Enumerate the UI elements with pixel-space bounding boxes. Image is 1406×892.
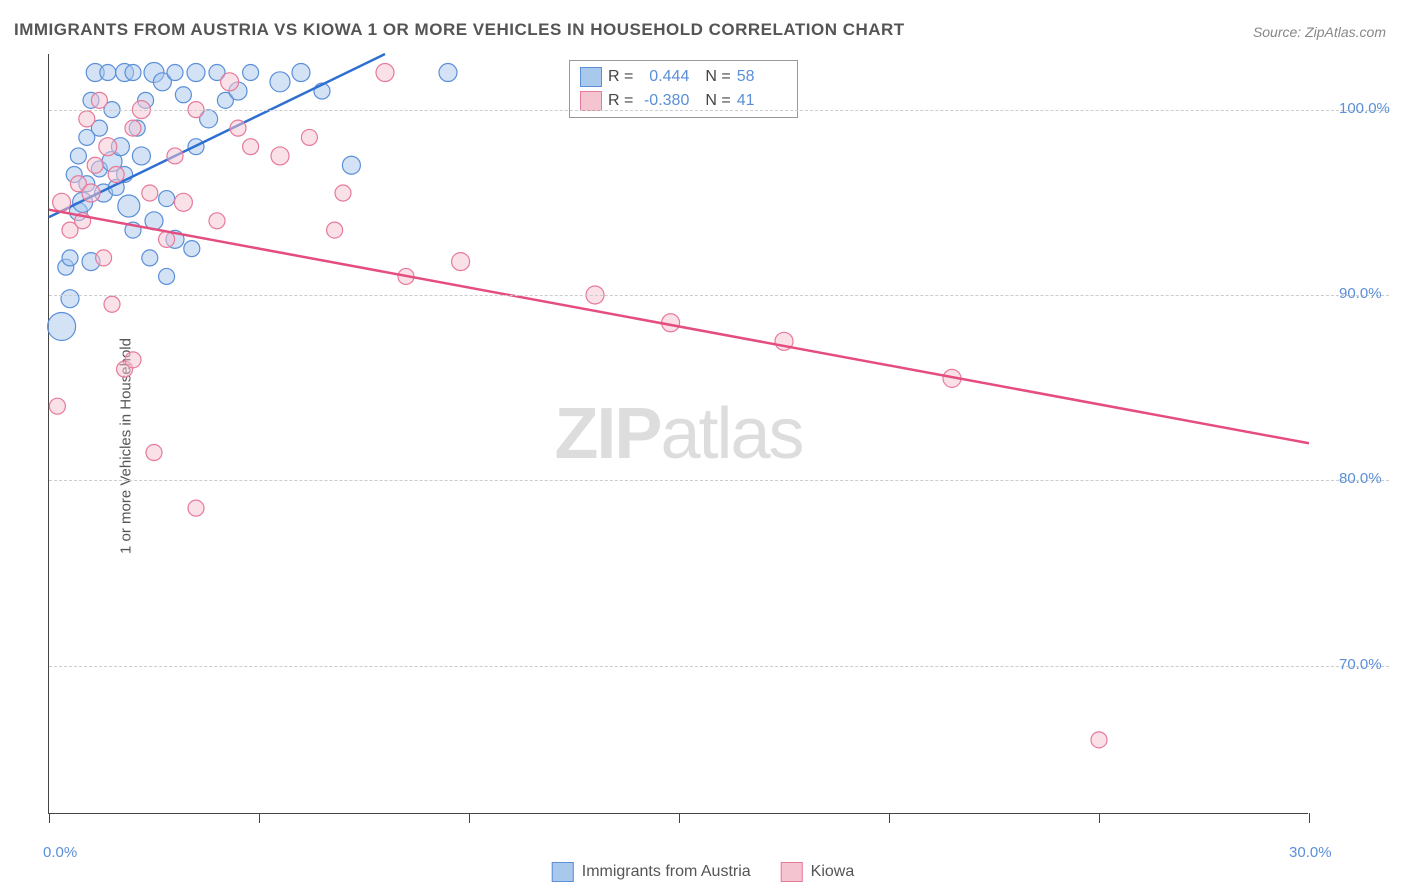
scatter-point (82, 184, 100, 202)
scatter-point (271, 147, 289, 165)
plot-area: ZIPatlas R =0.444N =58R =-0.380N =41 70.… (48, 54, 1308, 814)
scatter-point (132, 147, 150, 165)
gridline-h (49, 666, 1389, 667)
y-tick-label: 90.0% (1339, 285, 1382, 302)
y-tick-label: 100.0% (1339, 100, 1390, 117)
scatter-point (87, 157, 103, 173)
r-label: R = (608, 68, 633, 86)
scatter-point (79, 111, 95, 127)
scatter-point (243, 65, 259, 81)
scatter-point (175, 87, 191, 103)
chart-title: IMMIGRANTS FROM AUSTRIA VS KIOWA 1 OR MO… (14, 20, 905, 40)
scatter-point (142, 185, 158, 201)
scatter-point (188, 500, 204, 516)
n-label: N = (705, 92, 730, 110)
scatter-point (1091, 732, 1107, 748)
scatter-point (230, 120, 246, 136)
scatter-point (184, 241, 200, 257)
gridline-h (49, 110, 1389, 111)
bottom-legend: Immigrants from Austria Kiowa (552, 862, 855, 882)
scatter-point (159, 268, 175, 284)
bottom-legend-item: Kiowa (781, 862, 855, 882)
scatter-point (376, 64, 394, 82)
scatter-point (104, 296, 120, 312)
x-tick-label: 0.0% (43, 844, 77, 861)
scatter-point (48, 312, 76, 340)
scatter-point (142, 250, 158, 266)
source-label: Source: ZipAtlas.com (1253, 24, 1386, 40)
scatter-point (125, 65, 141, 81)
scatter-point (342, 156, 360, 174)
legend-label: Kiowa (811, 863, 855, 881)
bottom-legend-item: Immigrants from Austria (552, 862, 751, 882)
n-value: 58 (737, 68, 787, 86)
scatter-point (270, 72, 290, 92)
r-value: 0.444 (639, 68, 689, 86)
scatter-point (125, 352, 141, 368)
scatter-point (292, 64, 310, 82)
scatter-point (452, 253, 470, 271)
r-value: -0.380 (639, 92, 689, 110)
n-label: N = (705, 68, 730, 86)
n-value: 41 (737, 92, 787, 110)
correlation-chart: IMMIGRANTS FROM AUSTRIA VS KIOWA 1 OR MO… (0, 0, 1406, 892)
plot-svg (49, 54, 1308, 813)
scatter-point (99, 138, 117, 156)
x-tick (1099, 813, 1100, 823)
scatter-point (61, 290, 79, 308)
x-tick (49, 813, 50, 823)
x-tick (259, 813, 260, 823)
legend-swatch (552, 862, 574, 882)
scatter-point (62, 250, 78, 266)
x-tick-label: 30.0% (1289, 844, 1332, 861)
x-tick (889, 813, 890, 823)
scatter-point (125, 120, 141, 136)
scatter-point (174, 193, 192, 211)
scatter-point (53, 193, 71, 211)
legend-swatch (781, 862, 803, 882)
y-tick-label: 70.0% (1339, 656, 1382, 673)
legend-swatch (580, 67, 602, 87)
scatter-point (187, 64, 205, 82)
trend-line (49, 210, 1309, 444)
scatter-point (118, 195, 140, 217)
legend-label: Immigrants from Austria (582, 863, 751, 881)
scatter-point (301, 129, 317, 145)
legend-swatch (580, 91, 602, 111)
scatter-point (96, 250, 112, 266)
scatter-point (335, 185, 351, 201)
legend-stats-row: R = 0.444 N = 58 (580, 65, 787, 89)
scatter-point (70, 148, 86, 164)
x-tick (679, 813, 680, 823)
scatter-point (100, 65, 116, 81)
scatter-point (167, 148, 183, 164)
scatter-point (167, 65, 183, 81)
x-tick (469, 813, 470, 823)
scatter-point (209, 213, 225, 229)
gridline-h (49, 480, 1389, 481)
x-tick (1309, 813, 1310, 823)
scatter-point (146, 445, 162, 461)
scatter-point (243, 139, 259, 155)
scatter-point (91, 92, 107, 108)
r-label: R = (608, 92, 633, 110)
gridline-h (49, 295, 1389, 296)
scatter-point (49, 398, 65, 414)
scatter-point (159, 191, 175, 207)
scatter-point (327, 222, 343, 238)
y-tick-label: 80.0% (1339, 470, 1382, 487)
scatter-point (439, 64, 457, 82)
scatter-point (108, 166, 124, 182)
scatter-point (221, 73, 239, 91)
